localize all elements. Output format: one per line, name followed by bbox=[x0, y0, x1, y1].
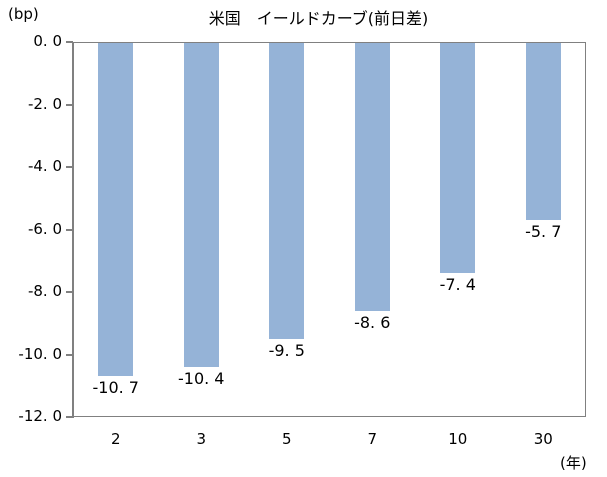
y-tick-mark bbox=[66, 166, 73, 168]
x-axis-unit: (年) bbox=[560, 454, 587, 472]
plot-area bbox=[73, 42, 586, 417]
data-label: -10. 4 bbox=[178, 369, 225, 388]
x-tick-label: 10 bbox=[448, 430, 468, 448]
y-tick-label: -2. 0 bbox=[27, 94, 62, 113]
y-tick-label: -4. 0 bbox=[27, 157, 62, 175]
y-tick-mark bbox=[66, 416, 73, 418]
data-label: -8. 6 bbox=[354, 312, 391, 332]
y-tick-label: -12. 0 bbox=[18, 407, 62, 425]
x-tick-label: 2 bbox=[110, 430, 121, 448]
x-tick-label: 7 bbox=[367, 430, 378, 448]
data-label: -10. 7 bbox=[92, 378, 139, 398]
x-tick-label: 3 bbox=[196, 430, 207, 448]
y-axis-line bbox=[72, 42, 74, 418]
bar-2y bbox=[98, 43, 134, 377]
data-label: -7. 4 bbox=[439, 275, 476, 295]
data-label: -5. 7 bbox=[525, 222, 562, 242]
y-tick-mark bbox=[66, 291, 73, 293]
y-axis-unit: (bp) bbox=[8, 5, 39, 23]
data-label: -9. 5 bbox=[268, 340, 305, 360]
y-tick-mark bbox=[66, 41, 73, 43]
bar-5y bbox=[269, 43, 305, 339]
y-tick-label: -6. 0 bbox=[27, 219, 62, 238]
y-tick-label: 0. 0 bbox=[33, 32, 62, 50]
y-tick-mark bbox=[66, 228, 73, 231]
y-tick-mark bbox=[66, 353, 73, 356]
x-tick-label: 5 bbox=[281, 430, 292, 448]
x-tick-label: 30 bbox=[533, 430, 553, 448]
bar-10y bbox=[440, 43, 476, 274]
bar-3y bbox=[183, 43, 219, 367]
y-tick-mark bbox=[66, 103, 73, 106]
bar-30y bbox=[525, 43, 561, 221]
bar-7y bbox=[354, 43, 390, 311]
y-tick-label: -8. 0 bbox=[27, 282, 62, 300]
y-tick-label: -10. 0 bbox=[18, 344, 62, 363]
chart-title: 米国 イールドカーブ(前日差) bbox=[208, 9, 429, 28]
